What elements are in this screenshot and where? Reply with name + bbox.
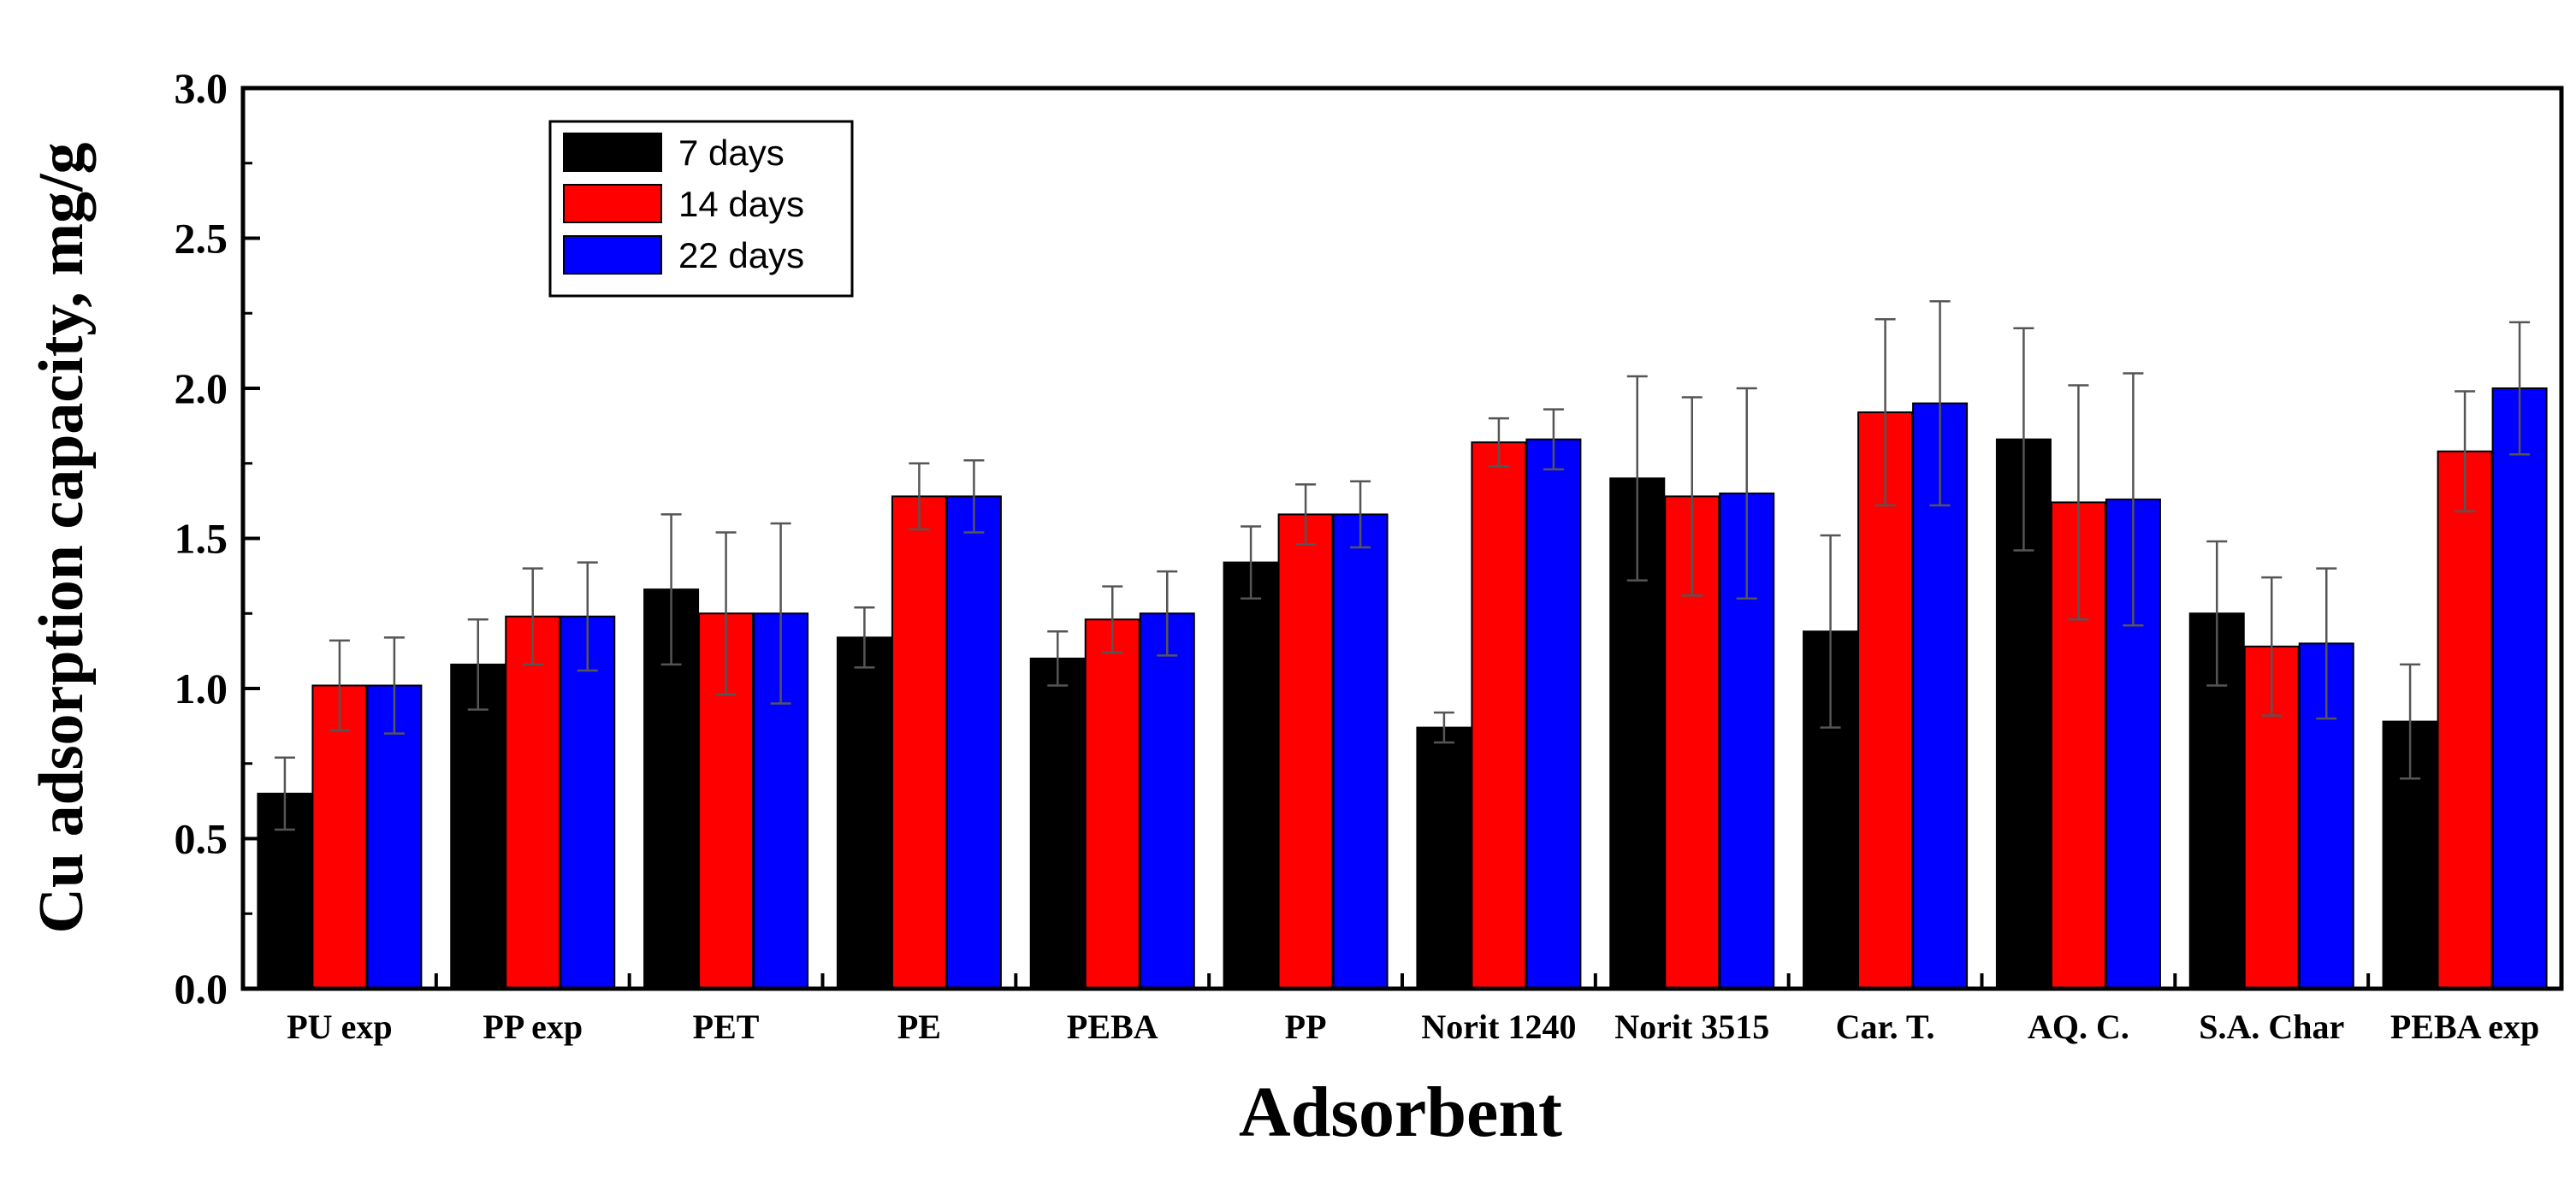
legend-entry-22-days: 22 days: [563, 235, 804, 275]
error-bar-14-days-norit-1240: [1488, 417, 1509, 468]
error-bar-22-days-peba: [1157, 570, 1178, 657]
bar-14-days-peba-exp: [2437, 450, 2493, 990]
y-axis: 0.0 0.5 1.0 1.5 2.0 2.5 3.0: [175, 64, 260, 1013]
error-bar-7-days-peba: [1047, 630, 1069, 687]
bar-7-days-norit-1240: [1416, 726, 1472, 990]
x-tick-label: Car. T.: [1836, 1008, 1935, 1046]
error-bar-14-days-pp-exp: [522, 567, 543, 666]
x-tick-label: PU exp: [287, 1008, 392, 1046]
error-bar-22-days-car-t-: [1929, 299, 1951, 507]
bar-14-days-pu-exp: [311, 684, 368, 990]
error-bar-22-days-pp-exp: [577, 561, 598, 672]
error-bar-14-days-pp: [1295, 483, 1317, 546]
legend-entry-14-days: 14 days: [563, 184, 804, 224]
error-bar-14-days-norit-3515: [1681, 396, 1703, 597]
error-bars-layer: [274, 299, 2531, 831]
error-bar-7-days-pu-exp: [274, 756, 295, 831]
bar-14-days-pp: [1277, 513, 1334, 990]
x-tick-label: PE: [897, 1008, 941, 1046]
y-tick-label: 3.0: [175, 64, 228, 112]
error-bar-7-days-norit-3515: [1626, 375, 1648, 582]
error-bar-22-days-pu-exp: [383, 636, 405, 735]
x-tick-label: PP: [1285, 1008, 1327, 1046]
error-bar-14-days-pe: [909, 462, 930, 531]
y-axis-title: Cu adsorption capacity, mg/g: [27, 142, 97, 933]
y-tick-label: 0.0: [175, 965, 228, 1013]
legend-label: 7 days: [678, 133, 785, 173]
error-bar-14-days-pu-exp: [329, 639, 350, 732]
error-bar-14-days-pet: [715, 531, 737, 696]
legend-entry-7-days: 7 days: [563, 133, 785, 173]
x-tick-label: PEBA: [1067, 1008, 1158, 1046]
error-bar-7-days-car-t-: [1820, 534, 1841, 729]
y-tick-label: 2.0: [175, 364, 228, 412]
bar-14-days-pp-exp: [505, 615, 561, 990]
error-bar-22-days-norit-1240: [1543, 408, 1564, 471]
bar-14-days-peba: [1084, 618, 1140, 990]
x-tick-label: PEBA exp: [2390, 1008, 2539, 1046]
y-tick-label: 0.5: [175, 815, 228, 863]
error-bar-14-days-car-t-: [1874, 318, 1896, 507]
legend-swatch: [563, 235, 662, 275]
legend-swatch: [563, 133, 662, 172]
error-bar-22-days-peba-exp: [2509, 321, 2531, 456]
legend-label: 22 days: [678, 235, 804, 275]
error-bar-22-days-s-a-char: [2316, 567, 2337, 720]
x-tick-label: PET: [693, 1008, 760, 1046]
y-tick-label: 2.5: [175, 215, 228, 263]
error-bar-7-days-s-a-char: [2206, 540, 2228, 687]
error-bar-22-days-pet: [770, 522, 791, 705]
x-tick-label: Norit 1240: [1421, 1008, 1576, 1046]
bar-22-days-pp-exp: [560, 615, 616, 990]
bars-layer: [257, 387, 2548, 990]
error-bar-22-days-norit-3515: [1736, 387, 1757, 600]
error-bar-14-days-peba: [1102, 585, 1123, 654]
bar-7-days-peba: [1029, 657, 1086, 990]
error-bar-7-days-pet: [660, 513, 682, 666]
x-axis: PU exp PP exp PET PE PEBA PP Norit 1240 Norit 3…: [241, 973, 2563, 1046]
bar-22-days-peba-exp: [2491, 387, 2548, 990]
error-bar-7-days-norit-1240: [1433, 711, 1454, 744]
y-tick-label: 1.5: [175, 515, 228, 563]
error-bar-7-days-pe: [854, 606, 875, 669]
legend-label: 14 days: [678, 184, 804, 224]
bar-22-days-peba: [1139, 612, 1195, 990]
error-bar-14-days-peba-exp: [2455, 390, 2476, 513]
bar-14-days-norit-1240: [1471, 441, 1527, 990]
bar-22-days-pp: [1332, 513, 1389, 990]
error-bar-7-days-pp-exp: [467, 618, 489, 711]
error-bar-7-days-peba-exp: [2400, 663, 2421, 780]
error-bar-22-days-aq-c-: [2123, 372, 2144, 627]
bar-7-days-pp-exp: [450, 663, 506, 990]
bar-22-days-norit-1240: [1525, 438, 1582, 990]
bar-14-days-s-a-char: [2243, 645, 2300, 990]
x-tick-label: Norit 3515: [1614, 1008, 1769, 1046]
bar-14-days-pe: [891, 495, 947, 990]
bar-22-days-pe: [945, 495, 1002, 990]
legend-swatch: [563, 184, 662, 223]
error-bar-14-days-aq-c-: [2068, 384, 2089, 621]
error-bar-22-days-pp: [1350, 480, 1371, 549]
x-tick-label: PP exp: [483, 1008, 583, 1046]
bar-7-days-pe: [836, 636, 892, 990]
legend: 7 days 14 days 22 days: [548, 120, 854, 298]
error-bar-7-days-aq-c-: [2013, 327, 2034, 552]
error-bar-7-days-pp: [1241, 525, 1262, 600]
x-tick-label: S.A. Char: [2199, 1008, 2344, 1046]
bar-7-days-pp: [1223, 561, 1279, 990]
error-bar-14-days-s-a-char: [2261, 576, 2283, 717]
x-axis-title: Adsorbent: [1239, 1073, 1562, 1152]
y-tick-label: 1.0: [175, 665, 228, 712]
x-tick-label: AQ. C.: [2028, 1008, 2129, 1046]
error-bar-22-days-pe: [963, 458, 985, 534]
